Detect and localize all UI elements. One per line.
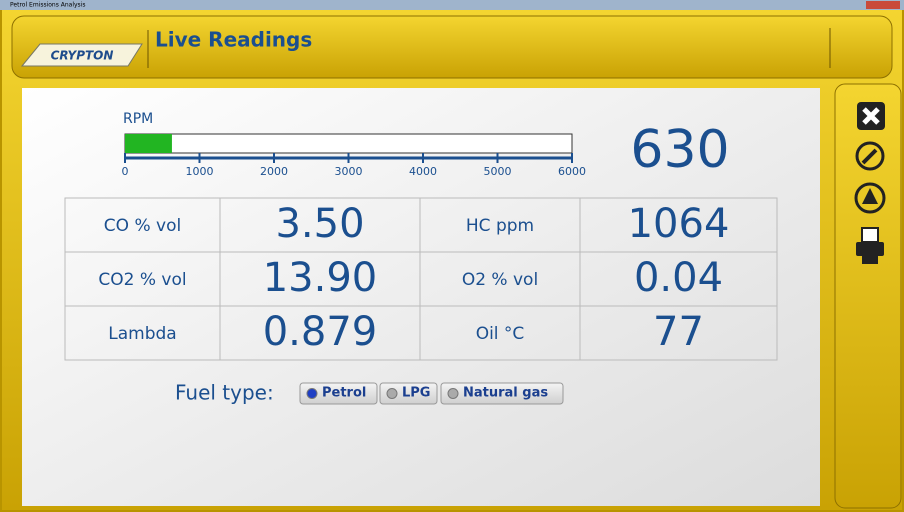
rpm-value: 630 — [630, 120, 729, 180]
fuel-option[interactable]: Petrol — [300, 383, 377, 404]
reading-value: 1064 — [628, 201, 730, 247]
tick-label: 0 — [122, 165, 129, 178]
rpm-label: RPM — [123, 111, 153, 127]
reading-value: 77 — [653, 309, 704, 355]
fuel-option[interactable]: Natural gas — [441, 383, 563, 404]
header-title: Live Readings — [155, 28, 312, 52]
rpm-track — [125, 134, 572, 153]
radio — [387, 389, 397, 399]
tick-label: 1000 — [186, 165, 214, 178]
tick-label: 2000 — [260, 165, 288, 178]
reading-label: Oil °C — [476, 324, 525, 344]
reading-label: Lambda — [108, 324, 176, 344]
reading-value: 0.04 — [634, 255, 723, 301]
tick-label: 6000 — [558, 165, 586, 178]
header-panel — [12, 16, 892, 78]
window: Petrol Emissions Analysis CRYPTON Live R… — [0, 0, 904, 512]
fuel-type-label: Fuel type: — [175, 381, 274, 405]
tick-label: 4000 — [409, 165, 437, 178]
page: Petrol Emissions Analysis CRYPTON Live R… — [0, 0, 904, 512]
reading-label: HC ppm — [466, 216, 534, 236]
sidebar — [835, 84, 901, 508]
option-label: Natural gas — [463, 386, 548, 401]
reading-value: 13.90 — [263, 255, 378, 301]
reading-label: CO2 % vol — [98, 270, 186, 290]
logo: CRYPTON — [51, 49, 114, 63]
radio — [448, 389, 458, 399]
tick-label: 3000 — [335, 165, 363, 178]
option-label: Petrol — [322, 386, 366, 401]
reading-value: 3.50 — [275, 201, 364, 247]
radio — [307, 389, 317, 399]
title-bar — [0, 0, 904, 10]
rpm-bar — [125, 134, 172, 153]
close-button[interactable] — [857, 102, 885, 130]
tick-label: 5000 — [484, 165, 512, 178]
reading-label: CO % vol — [104, 216, 181, 236]
option-label: LPG — [402, 386, 430, 401]
window-title: Petrol Emissions Analysis — [10, 2, 85, 9]
window-controls[interactable] — [866, 1, 900, 9]
reading-value: 0.879 — [263, 309, 378, 355]
reading-label: O2 % vol — [462, 270, 538, 290]
fuel-option[interactable]: LPG — [380, 383, 437, 404]
